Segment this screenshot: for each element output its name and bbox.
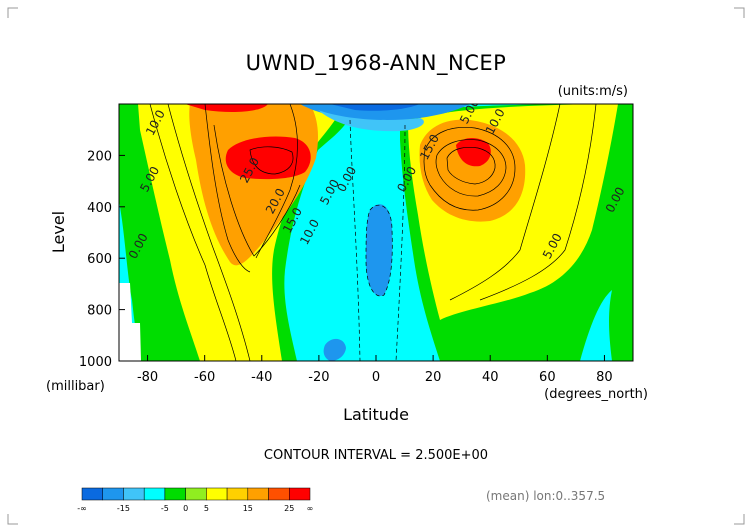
- y-units-label: (millibar): [46, 379, 105, 394]
- y-tick-label: 800: [87, 304, 112, 319]
- colorbar: -∞ -15 -5 0 5 15 25 ∞: [77, 487, 314, 513]
- colorbar-swatch: [102, 487, 124, 501]
- y-tick-label: 1000: [79, 355, 112, 370]
- colorbar-swatch: [206, 487, 228, 501]
- band-orange-north: [419, 119, 526, 222]
- y-axis-label: Level: [49, 211, 68, 253]
- colorbar-swatch: [143, 487, 166, 501]
- colorbar-swatch: [123, 487, 145, 501]
- x-tick-label: 80: [596, 370, 613, 385]
- contour-lines: [149, 104, 597, 361]
- colorbar-swatch: [268, 487, 290, 501]
- x-axis-label: Latitude: [343, 405, 409, 424]
- colorbar-swatch: [226, 487, 249, 501]
- colorbar-label: ∞: [307, 504, 314, 513]
- contour-interval-text: CONTOUR INTERVAL = 2.500E+00: [264, 448, 488, 463]
- corner-marks: [7, 7, 745, 525]
- x-units-label: (degrees_north): [544, 387, 648, 402]
- colorbar-swatch: [247, 487, 269, 501]
- y-tick-label: 400: [87, 201, 112, 216]
- y-tick-label: 200: [87, 149, 112, 164]
- band-darkblue-top: [330, 104, 420, 111]
- x-axis-ticks: -80 -60 -40 -20 0 20 40 60 80: [137, 355, 613, 385]
- colorbar-swatch: [164, 487, 186, 501]
- x-tick-label: 40: [482, 370, 499, 385]
- footer-text: (mean) lon:0..357.5: [486, 489, 605, 503]
- colorbar-label: 0: [183, 504, 188, 513]
- colorbar-label: 25: [284, 504, 294, 513]
- x-tick-label: -20: [308, 370, 329, 385]
- colorbar-label: -15: [117, 504, 130, 513]
- colorbar-label: 15: [243, 504, 253, 513]
- antarctic-patch: [119, 283, 141, 361]
- colorbar-label: -5: [161, 504, 169, 513]
- colorbar-swatch: [289, 487, 311, 501]
- x-tick-label: 0: [372, 370, 380, 385]
- chart-title: UWND_1968-ANN_NCEP: [246, 51, 507, 76]
- colorbar-label: 5: [204, 504, 209, 513]
- units-label: (units:m/s): [558, 84, 628, 99]
- x-tick-label: 60: [539, 370, 556, 385]
- x-tick-label: -60: [194, 370, 215, 385]
- x-tick-label: -80: [137, 370, 158, 385]
- y-axis-ticks: 200 400 600 800 1000: [79, 149, 125, 370]
- colorbar-swatch: [81, 487, 103, 501]
- x-tick-label: 20: [425, 370, 442, 385]
- colorbar-label: -∞: [77, 504, 87, 513]
- band-lightblue-top: [318, 110, 424, 132]
- band-red-north: [456, 137, 491, 167]
- negative-contour-lines: [349, 119, 406, 361]
- band-blue-surface: [323, 338, 346, 361]
- band-red-south: [225, 136, 311, 180]
- band-blue-tropic: [366, 204, 393, 296]
- x-tick-label: -40: [251, 370, 272, 385]
- colorbar-swatch: [185, 487, 207, 501]
- y-tick-label: 600: [87, 252, 112, 267]
